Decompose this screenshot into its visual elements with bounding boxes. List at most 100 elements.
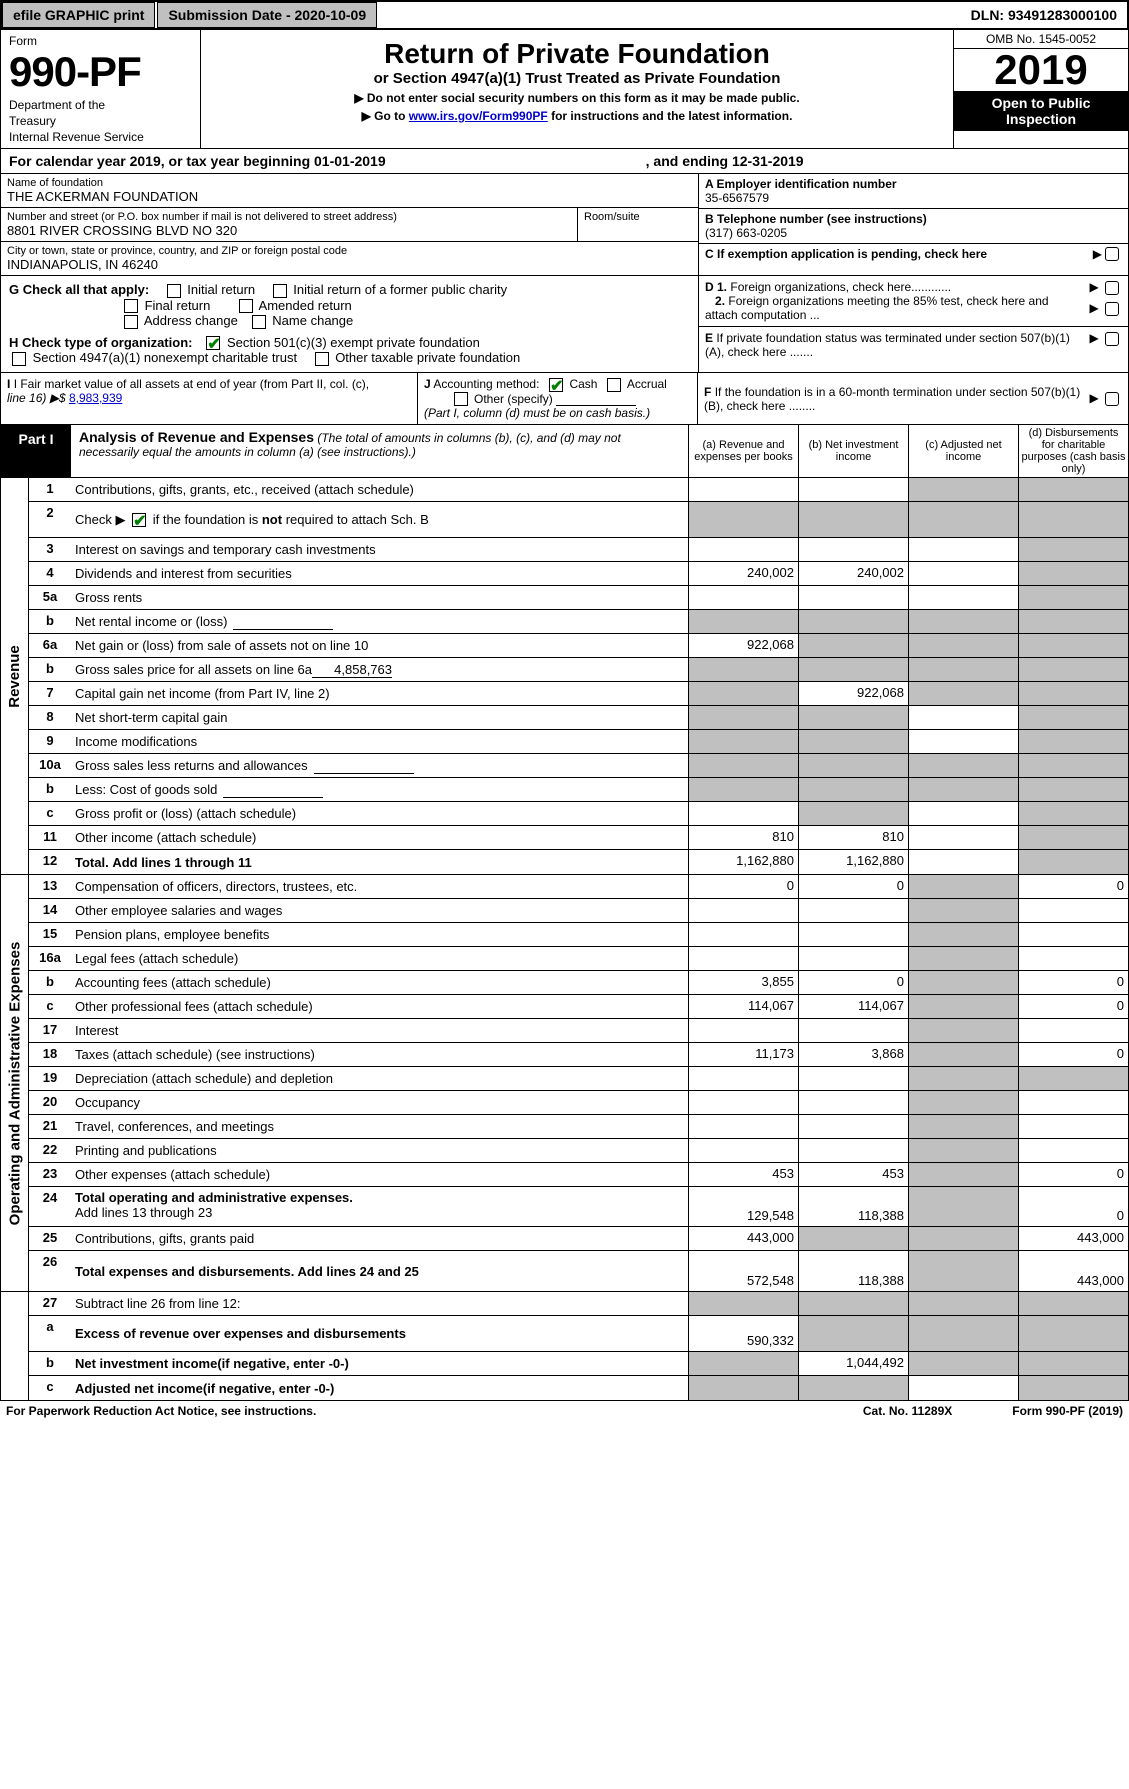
form-number: 990-PF xyxy=(9,48,192,96)
f-checkbox[interactable] xyxy=(1105,392,1119,406)
i-line: line 16) ▶$ xyxy=(7,391,66,405)
row-5a: 5aGross rents xyxy=(29,586,1128,610)
r6a-b xyxy=(798,634,908,657)
r13-b: 0 xyxy=(798,875,908,898)
r8-b xyxy=(798,706,908,729)
desc-21: Travel, conferences, and meetings xyxy=(71,1115,688,1138)
row-19: 19Depreciation (attach schedule) and dep… xyxy=(29,1067,1128,1091)
city-label: City or town, state or province, country… xyxy=(7,245,692,257)
r6a-d xyxy=(1018,634,1128,657)
r22-d xyxy=(1018,1139,1128,1162)
irs-link[interactable]: www.irs.gov/Form990PF xyxy=(409,109,548,123)
info-left: Name of foundation THE ACKERMAN FOUNDATI… xyxy=(1,174,698,275)
g-final-checkbox[interactable] xyxy=(124,299,138,313)
g-address-checkbox[interactable] xyxy=(124,315,138,329)
g-initial-checkbox[interactable] xyxy=(167,284,181,298)
r10b-b xyxy=(798,778,908,801)
g-o5: Address change xyxy=(144,313,238,328)
j-other-checkbox[interactable] xyxy=(454,392,468,406)
r16a-b xyxy=(798,947,908,970)
address-label: Number and street (or P.O. box number if… xyxy=(7,211,571,223)
d-row: D 1. Foreign organizations, check here..… xyxy=(699,276,1128,327)
r25-d: 443,000 xyxy=(1018,1227,1128,1250)
desc-10b: Less: Cost of goods sold xyxy=(71,778,688,801)
room-suite: Room/suite xyxy=(578,208,698,241)
g-o3: Final return xyxy=(145,298,211,313)
desc-18: Taxes (attach schedule) (see instruction… xyxy=(71,1043,688,1066)
r19-a xyxy=(688,1067,798,1090)
j-accrual-checkbox[interactable] xyxy=(607,378,621,392)
r6b-a xyxy=(688,658,798,681)
h-other-checkbox[interactable] xyxy=(315,352,329,366)
d1-checkbox[interactable] xyxy=(1105,281,1119,295)
revenue-text: Revenue xyxy=(6,645,23,708)
g-name-checkbox[interactable] xyxy=(252,315,266,329)
r2-a xyxy=(688,502,798,537)
r15-d xyxy=(1018,923,1128,946)
r26-d: 443,000 xyxy=(1018,1251,1128,1291)
r24-b: 118,388 xyxy=(798,1187,908,1226)
r6a-c xyxy=(908,634,1018,657)
r10a-a xyxy=(688,754,798,777)
row-26: 26Total expenses and disbursements. Add … xyxy=(29,1251,1128,1291)
ln-11: 11 xyxy=(29,826,71,849)
d2-checkbox[interactable] xyxy=(1105,302,1119,316)
r5b-a xyxy=(688,610,798,633)
e-checkbox[interactable] xyxy=(1105,332,1119,346)
g-amended-checkbox[interactable] xyxy=(239,299,253,313)
row-27c: cAdjusted net income (if negative, enter… xyxy=(29,1376,1128,1400)
r23-a: 453 xyxy=(688,1163,798,1186)
row-16b: bAccounting fees (attach schedule)3,8550… xyxy=(29,971,1128,995)
ln-23: 23 xyxy=(29,1163,71,1186)
h-501c3-checkbox[interactable] xyxy=(206,336,220,350)
form-note1: ▶ Do not enter social security numbers o… xyxy=(205,91,949,105)
r5b-c xyxy=(908,610,1018,633)
revenue-body: 1Contributions, gifts, grants, etc., rec… xyxy=(29,478,1128,874)
r24-d1: Total operating and administrative expen… xyxy=(75,1190,353,1205)
efile-print-button[interactable]: efile GRAPHIC print xyxy=(2,2,155,28)
desc-25: Contributions, gifts, grants paid xyxy=(71,1227,688,1250)
r13-a: 0 xyxy=(688,875,798,898)
ln-1: 1 xyxy=(29,478,71,501)
r24-a: 129,548 xyxy=(688,1187,798,1226)
r27a-a: 590,332 xyxy=(688,1316,798,1351)
r6b-d2 xyxy=(1018,658,1128,681)
h-4947-checkbox[interactable] xyxy=(12,352,26,366)
r5b-d: Net rental income or (loss) xyxy=(75,614,227,629)
note2-b: for instructions and the latest informat… xyxy=(548,109,793,123)
row-11: 11Other income (attach schedule)810810 xyxy=(29,826,1128,850)
r26-a: 572,548 xyxy=(688,1251,798,1291)
ln-10c: c xyxy=(29,802,71,825)
r27a-c xyxy=(908,1316,1018,1351)
r3-b xyxy=(798,538,908,561)
ln-27: 27 xyxy=(29,1292,71,1315)
dept-line2: Treasury xyxy=(9,114,192,128)
ln-21: 21 xyxy=(29,1115,71,1138)
d1-text: Foreign organizations, check here.......… xyxy=(730,280,951,294)
j-other: Other (specify) xyxy=(474,392,553,406)
ln-22: 22 xyxy=(29,1139,71,1162)
r1-d xyxy=(1018,478,1128,501)
j-cash: Cash xyxy=(569,377,597,391)
r2-c xyxy=(908,502,1018,537)
r6b-b xyxy=(798,658,908,681)
row-20: 20Occupancy xyxy=(29,1091,1128,1115)
g-initial-former-checkbox[interactable] xyxy=(273,284,287,298)
r2-checkbox[interactable] xyxy=(132,513,146,527)
ln-16b: b xyxy=(29,971,71,994)
col-c-header: (c) Adjusted net income xyxy=(908,425,1018,477)
ln-10b: b xyxy=(29,778,71,801)
row-6b: bGross sales price for all assets on lin… xyxy=(29,658,1128,682)
r27b-c xyxy=(908,1352,1018,1375)
ln-18: 18 xyxy=(29,1043,71,1066)
revenue-table: Revenue 1Contributions, gifts, grants, e… xyxy=(0,478,1129,875)
ln-25: 25 xyxy=(29,1227,71,1250)
exemption-checkbox[interactable] xyxy=(1105,247,1119,261)
desc-26: Total expenses and disbursements. Add li… xyxy=(71,1251,688,1291)
r27a-d xyxy=(1018,1316,1128,1351)
i-value-link[interactable]: 8,983,939 xyxy=(69,391,122,405)
row-25: 25Contributions, gifts, grants paid 443,0… xyxy=(29,1227,1128,1251)
r10c-a xyxy=(688,802,798,825)
desc-6a: Net gain or (loss) from sale of assets n… xyxy=(71,634,688,657)
j-cash-checkbox[interactable] xyxy=(549,378,563,392)
